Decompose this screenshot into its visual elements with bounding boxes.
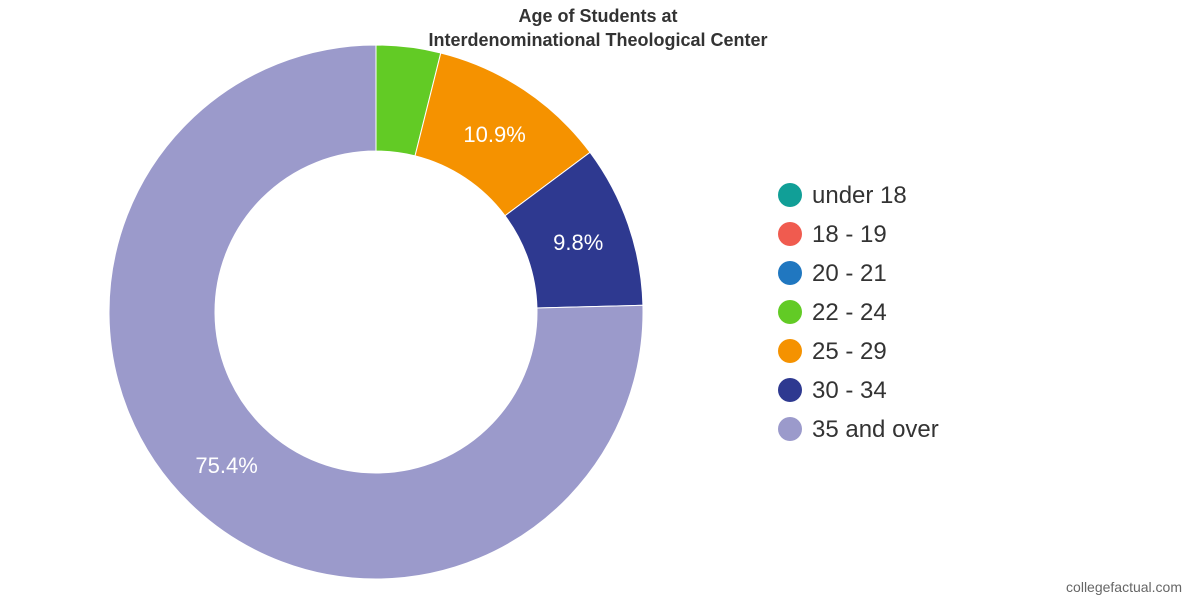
data-label-30-34: 9.8% xyxy=(553,230,603,255)
legend-marker-20-21 xyxy=(778,261,802,285)
legend-item-20-21[interactable]: 20 - 21 xyxy=(778,260,887,287)
legend-label-18-19: 18 - 19 xyxy=(812,221,887,248)
legend-label-35-and-over: 35 and over xyxy=(812,416,939,443)
legend-marker-30-34 xyxy=(778,378,802,402)
legend-label-20-21: 20 - 21 xyxy=(812,260,887,287)
legend-label-22-24: 22 - 24 xyxy=(812,299,887,326)
legend-item-35-and-over[interactable]: 35 and over xyxy=(778,416,939,443)
chart-title: Age of Students at xyxy=(518,6,677,26)
legend-label-under-18: under 18 xyxy=(812,182,907,209)
legend-item-18-19[interactable]: 18 - 19 xyxy=(778,221,887,248)
legend-item-25-29[interactable]: 25 - 29 xyxy=(778,338,887,365)
legend: under 18 18 - 19 20 - 21 22 - 24 25 - 29 30 -… xyxy=(778,182,939,443)
slice-35-and-over[interactable] xyxy=(108,44,644,580)
chart-subtitle: Interdenominational Theological Center xyxy=(428,30,767,50)
legend-marker-35-and-over xyxy=(778,417,802,441)
legend-item-22-24[interactable]: 22 - 24 xyxy=(778,299,887,326)
legend-marker-22-24 xyxy=(778,300,802,324)
donut-slices xyxy=(108,44,644,580)
legend-item-30-34[interactable]: 30 - 34 xyxy=(778,377,887,404)
data-label-35-and-over: 75.4% xyxy=(195,453,257,478)
data-label-25-29: 10.9% xyxy=(463,122,525,147)
legend-marker-25-29 xyxy=(778,339,802,363)
legend-marker-18-19 xyxy=(778,222,802,246)
donut-data-labels: 10.9% 9.8% 75.4% xyxy=(195,122,603,478)
legend-marker-under-18 xyxy=(778,183,802,207)
legend-item-under-18[interactable]: under 18 xyxy=(778,182,907,209)
watermark-text: collegefactual.com xyxy=(1066,579,1182,595)
legend-label-30-34: 30 - 34 xyxy=(812,377,887,404)
legend-label-25-29: 25 - 29 xyxy=(812,338,887,365)
